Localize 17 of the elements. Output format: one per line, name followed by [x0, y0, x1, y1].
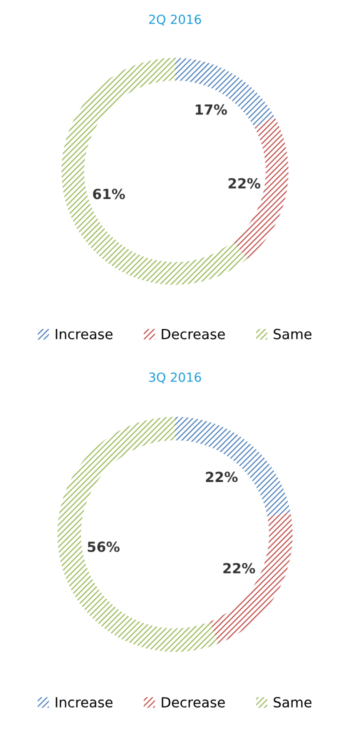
data-label: 56% [88, 542, 120, 552]
legend-label: Same [274, 328, 312, 340]
chart-title: 3Q 2016 [149, 372, 201, 384]
data-label: 22% [206, 472, 238, 482]
legend-label: Decrease [162, 697, 225, 708]
data-label: 22% [228, 178, 260, 189]
chart-title: 2Q 2016 [149, 14, 201, 26]
legend-label: Decrease [162, 328, 225, 340]
data-label: 61% [93, 188, 125, 200]
legend-label: Same [274, 697, 312, 708]
donut-slice [210, 512, 293, 644]
data-label: 17% [196, 104, 227, 115]
donut-slice [175, 58, 274, 128]
data-label: 22% [223, 562, 256, 574]
legend-label: Increase [56, 328, 112, 340]
legend-label: Increase [56, 697, 112, 708]
donut-slice [175, 416, 291, 517]
